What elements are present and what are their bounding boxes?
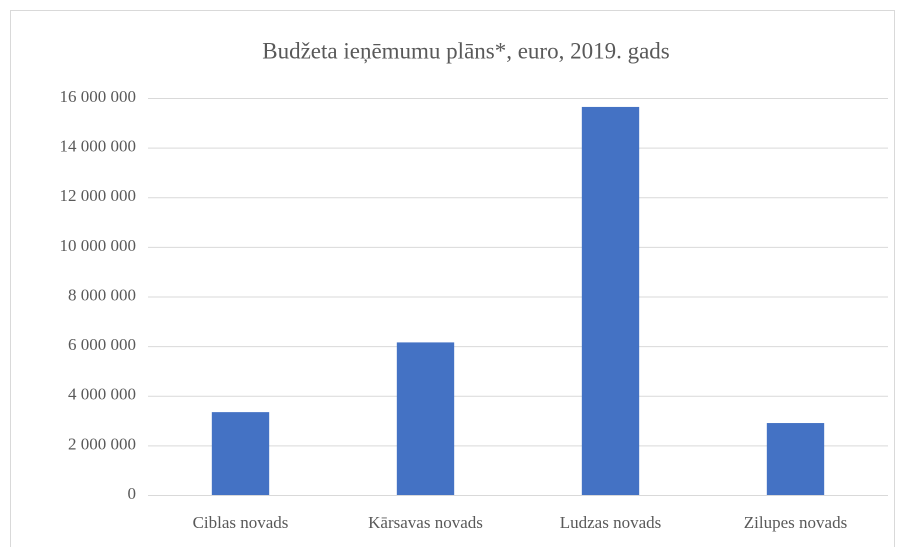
y-tick-label: 10 000 000 xyxy=(60,236,137,255)
x-tick-label: Kārsavas novads xyxy=(368,513,483,532)
y-tick-label: 14 000 000 xyxy=(60,137,137,156)
y-tick-label: 16 000 000 xyxy=(60,87,137,106)
x-tick-label: Ludzas novads xyxy=(560,513,662,532)
y-tick-label: 2 000 000 xyxy=(68,434,136,453)
x-tick-label: Zilupes novads xyxy=(744,513,847,532)
y-tick-label: 0 xyxy=(128,484,137,503)
y-tick-label: 6 000 000 xyxy=(68,335,136,354)
y-tick-label: 8 000 000 xyxy=(68,285,136,304)
x-tick-label: Ciblas novads xyxy=(193,513,289,532)
bar xyxy=(211,412,270,495)
y-tick-label: 12 000 000 xyxy=(60,186,137,205)
chart-title: Budžeta ieņēmumu plāns*, euro, 2019. gad… xyxy=(262,38,670,64)
bar xyxy=(581,106,640,496)
bar xyxy=(766,423,825,495)
bar xyxy=(396,342,455,495)
y-tick-label: 4 000 000 xyxy=(68,385,136,404)
